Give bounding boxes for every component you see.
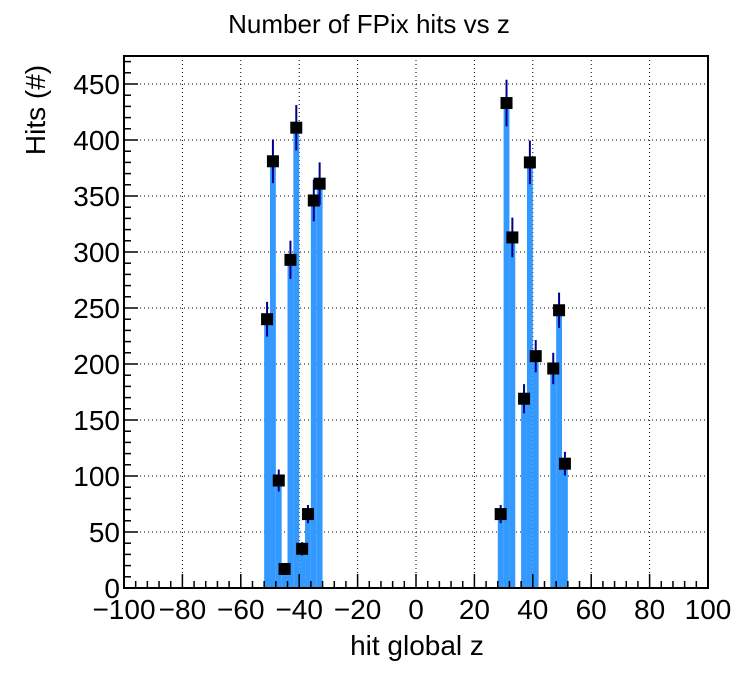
x-tick-label: −40 [275, 594, 323, 625]
histogram-bar [532, 356, 539, 588]
histogram-bar [281, 568, 288, 588]
data-point [518, 392, 531, 405]
y-tick-label: 200 [73, 349, 120, 380]
y-tick-label: 250 [73, 293, 120, 324]
histogram-bar [550, 368, 557, 588]
data-markers [261, 79, 571, 575]
y-tick-label: 50 [89, 517, 120, 548]
grid [124, 56, 708, 588]
axis-ticks [123, 60, 709, 589]
x-axis-label: hit global z [350, 630, 484, 661]
data-point [290, 121, 303, 134]
y-tick-label: 300 [73, 237, 120, 268]
histogram-bar [521, 398, 527, 588]
data-point [296, 542, 309, 555]
y-tick-label: 450 [73, 69, 120, 100]
histogram-bar [562, 463, 568, 588]
histogram-bar [556, 310, 562, 588]
histogram-bar [316, 183, 323, 588]
data-point [313, 177, 326, 190]
histogram-bar [299, 548, 306, 588]
x-tick-label: 40 [517, 594, 548, 625]
data-point [284, 253, 297, 266]
x-tick-label: −100 [92, 594, 155, 625]
y-tick-label: 350 [73, 181, 120, 212]
data-point [301, 508, 314, 521]
data-point [307, 194, 320, 207]
x-tick-label: 60 [576, 594, 607, 625]
histogram-bar [275, 480, 282, 588]
histogram-bar [270, 161, 276, 588]
data-point [272, 474, 285, 487]
data-point [523, 156, 536, 169]
histogram-bar [310, 200, 317, 589]
x-tick-label: −20 [334, 594, 382, 625]
histogram-bar [293, 127, 300, 589]
chart-title: Number of FPix hits vs z [228, 9, 510, 39]
data-point [261, 313, 274, 326]
histogram-bar [287, 259, 294, 588]
histogram-bar [509, 237, 516, 588]
histogram-bar [264, 319, 270, 588]
bars [264, 103, 568, 589]
y-tick-label: 150 [73, 405, 120, 436]
x-tick-label: −60 [217, 594, 265, 625]
x-tick-label: 0 [408, 594, 424, 625]
data-point [278, 562, 291, 575]
data-point [547, 362, 560, 375]
data-point [500, 97, 513, 110]
data-point [553, 304, 566, 317]
data-point [558, 457, 571, 470]
x-tick-label: 80 [634, 594, 665, 625]
histogram-bar [526, 162, 533, 588]
y-axis-label: Hits (#) [20, 65, 51, 155]
x-tick-label: 100 [685, 594, 732, 625]
histogram-bar [503, 103, 510, 588]
tick-labels: −100 −80 −60 −40 −20 0 20 40 60 80 100 0 50 100 150 200… [73, 69, 731, 625]
y-tick-label: 400 [73, 125, 120, 156]
data-point [506, 231, 519, 244]
histogram-bar [497, 514, 504, 588]
data-point [529, 350, 542, 363]
x-tick-label: 20 [459, 594, 490, 625]
data-point [494, 508, 507, 521]
y-tick-label: 0 [104, 573, 120, 604]
data-point [266, 155, 279, 168]
x-tick-label: −80 [159, 594, 207, 625]
y-tick-label: 100 [73, 461, 120, 492]
